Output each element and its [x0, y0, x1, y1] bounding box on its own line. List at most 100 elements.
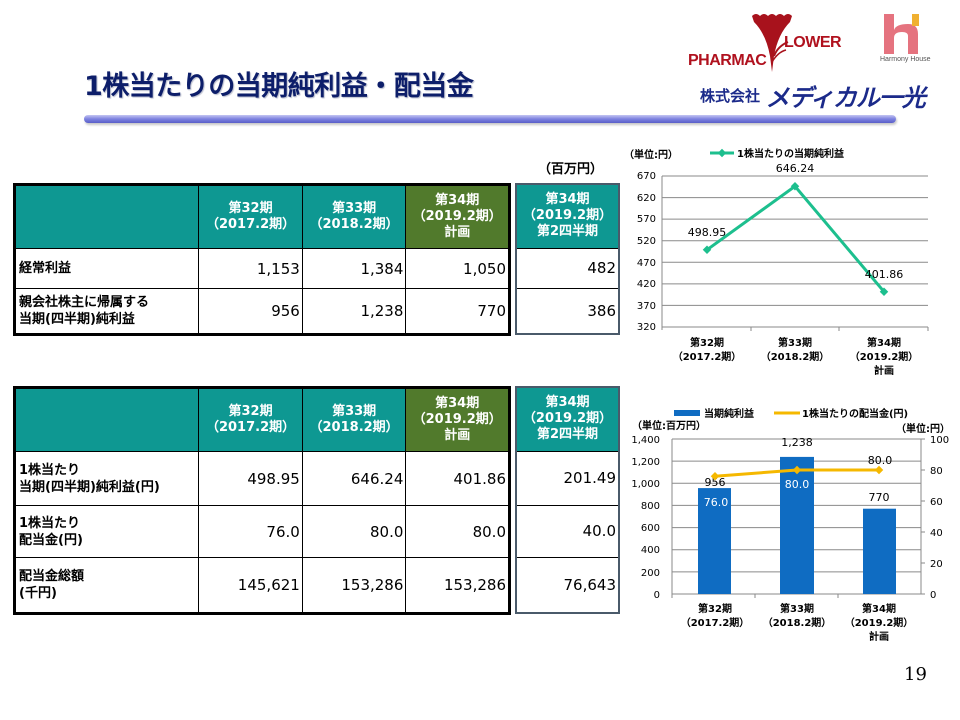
svg-text:40: 40 [930, 528, 943, 539]
row-label: 配当金総額 (千円) [13, 557, 200, 614]
cell-value: 498.95 [198, 451, 303, 506]
svg-text:20: 20 [930, 559, 943, 570]
svg-text:1,400: 1,400 [631, 435, 660, 446]
eps-line-series [706, 184, 886, 293]
table1-header-fy34-plan: 第34期 （2019.2期） 計画 [405, 184, 510, 249]
net-income-q2-table: 第34期 （2019.2期） 第2四半期 482 386 [515, 183, 620, 335]
svg-text:370: 370 [637, 301, 656, 312]
table1-header-fy32: 第32期 （2017.2期） [198, 184, 303, 249]
svg-text:（2018.2期）: （2018.2期） [763, 616, 832, 629]
per-share-table: 第32期 （2017.2期） 第33期 （2018.2期） 第34期 （2019.2期… [13, 386, 511, 615]
svg-text:第34期: 第34期 [862, 602, 896, 615]
table1-header-fy33: 第33期 （2018.2期） [301, 184, 407, 249]
cell-value: 956 [198, 288, 303, 335]
svg-text:計画: 計画 [869, 630, 889, 643]
cell-value: 1,050 [405, 248, 510, 289]
svg-text:800: 800 [641, 501, 660, 512]
cell-value: 1,384 [301, 248, 407, 289]
svg-text:（2019.2期）: （2019.2期） [850, 350, 919, 363]
company-logo: 株式会社 メディカル一光 [700, 78, 926, 113]
svg-text:1,200: 1,200 [631, 457, 660, 468]
svg-text:0: 0 [654, 590, 660, 601]
svg-text:570: 570 [637, 214, 656, 225]
svg-text:1,000: 1,000 [631, 479, 660, 490]
svg-text:第33期: 第33期 [780, 602, 814, 615]
cell-value: 1,238 [301, 288, 407, 335]
table2-header-fy34-q2: 第34期 （2019.2期） 第2四半期 [515, 386, 620, 452]
svg-text:第34期: 第34期 [867, 336, 901, 349]
bar-fy34 [863, 508, 896, 594]
svg-text:（2017.2期）: （2017.2期） [681, 616, 750, 629]
svg-text:1,238: 1,238 [781, 436, 813, 449]
row-label: 経常利益 [13, 248, 200, 289]
chart1-x-labels: 第32期 （2017.2期） 第33期 （2018.2期） 第34期 （2019… [673, 336, 919, 377]
chart2-left-unit: （単位:百万円） [632, 419, 706, 432]
table-row: 1株当たり 当期(四半期)純利益(円) 498.95 646.24 401.86 [13, 451, 510, 506]
row-label: 親会社株主に帰属する 当期(四半期)純利益 [13, 288, 200, 335]
cell-value: 80.0 [405, 505, 510, 558]
svg-text:76.0: 76.0 [704, 496, 729, 509]
svg-text:320: 320 [637, 322, 656, 333]
chart2-right-ticks: 100 80 60 40 20 0 [930, 435, 949, 601]
table-row: 482 [515, 247, 620, 289]
cell-value: 646.24 [301, 451, 407, 506]
svg-text:80.0: 80.0 [868, 454, 893, 467]
table-row: 201.49 [515, 450, 620, 506]
svg-text:当期純利益: 当期純利益 [704, 407, 754, 420]
table-row: 76,643 [515, 556, 620, 614]
svg-text:520: 520 [637, 236, 656, 247]
eps-line-chart: （単位:円） 1株当たりの当期純利益 670 620 570 520 4 [620, 140, 940, 380]
table-row: 配当金総額 (千円) 145,621 153,286 153,286 [13, 557, 510, 614]
bar-legend-swatch [674, 410, 700, 416]
harmony-house-caption: Harmony House [880, 56, 931, 63]
dividend-data-labels: 76.0 80.0 80.0 [704, 454, 893, 509]
title-underline [84, 115, 896, 123]
net-income-bars [698, 456, 896, 594]
page-title: 1株当たりの当期純利益・配当金 [84, 71, 474, 102]
table2-header-fy32: 第32期 （2017.2期） [198, 387, 303, 452]
cell-value: 386 [515, 287, 620, 335]
per-share-q2-table: 第34期 （2019.2期） 第2四半期 201.49 40.0 76,643 [515, 386, 620, 614]
svg-text:420: 420 [637, 279, 656, 290]
harmony-house-h-icon [884, 14, 919, 54]
svg-text:401.86: 401.86 [865, 268, 904, 281]
row-label: 1株当たり 配当金(円) [13, 505, 200, 558]
svg-text:80: 80 [930, 466, 943, 477]
cell-value: 76,643 [515, 556, 620, 614]
cell-value: 76.0 [198, 505, 303, 558]
bar-fy33 [780, 456, 814, 594]
cell-value: 80.0 [301, 505, 407, 558]
net-income-dividend-chart: 当期純利益 1株当たりの配当金(円) （単位:百万円） （単位:円） [620, 400, 960, 670]
svg-text:80.0: 80.0 [785, 478, 810, 491]
cell-value: 40.0 [515, 504, 620, 558]
page-number: 19 [904, 664, 927, 685]
svg-text:（2018.2期）: （2018.2期） [761, 350, 830, 363]
table-row: 40.0 [515, 504, 620, 558]
svg-text:計画: 計画 [874, 364, 894, 377]
table1-unit-label: （百万円） [538, 162, 604, 177]
table2-header-blank [13, 387, 200, 452]
chart1-data-labels: 498.95 646.24 401.86 [688, 162, 904, 281]
svg-text:60: 60 [930, 497, 943, 508]
bar-fy32 [698, 488, 731, 594]
svg-text:200: 200 [641, 568, 660, 579]
chart1-y-ticks: 670 620 570 520 470 420 370 320 [637, 171, 656, 333]
net-income-table: 第32期 （2017.2期） 第33期 （2018.2期） 第34期 （2019.2期… [13, 183, 511, 336]
svg-text:第33期: 第33期 [778, 336, 812, 349]
cell-value: 201.49 [515, 450, 620, 506]
svg-text:100: 100 [930, 435, 949, 446]
eps-markers [702, 182, 889, 296]
svg-text:（2019.2期）: （2019.2期） [845, 616, 914, 629]
table-row: 経常利益 1,153 1,384 1,050 [13, 248, 510, 289]
chart2-right-unit: （単位:円） [896, 422, 950, 435]
svg-text:第32期: 第32期 [690, 336, 724, 349]
cell-value: 153,286 [405, 557, 510, 614]
table1-header-fy34-q2: 第34期 （2019.2期） 第2四半期 [515, 183, 620, 249]
svg-text:620: 620 [637, 193, 656, 204]
svg-text:1株当たりの配当金(円): 1株当たりの配当金(円) [802, 407, 908, 420]
svg-text:770: 770 [869, 491, 890, 504]
chart1-legend: 1株当たりの当期純利益 [710, 147, 844, 160]
svg-text:646.24: 646.24 [776, 162, 815, 175]
bar-data-labels: 956 1,238 770 [705, 436, 890, 504]
svg-text:956: 956 [705, 476, 726, 489]
